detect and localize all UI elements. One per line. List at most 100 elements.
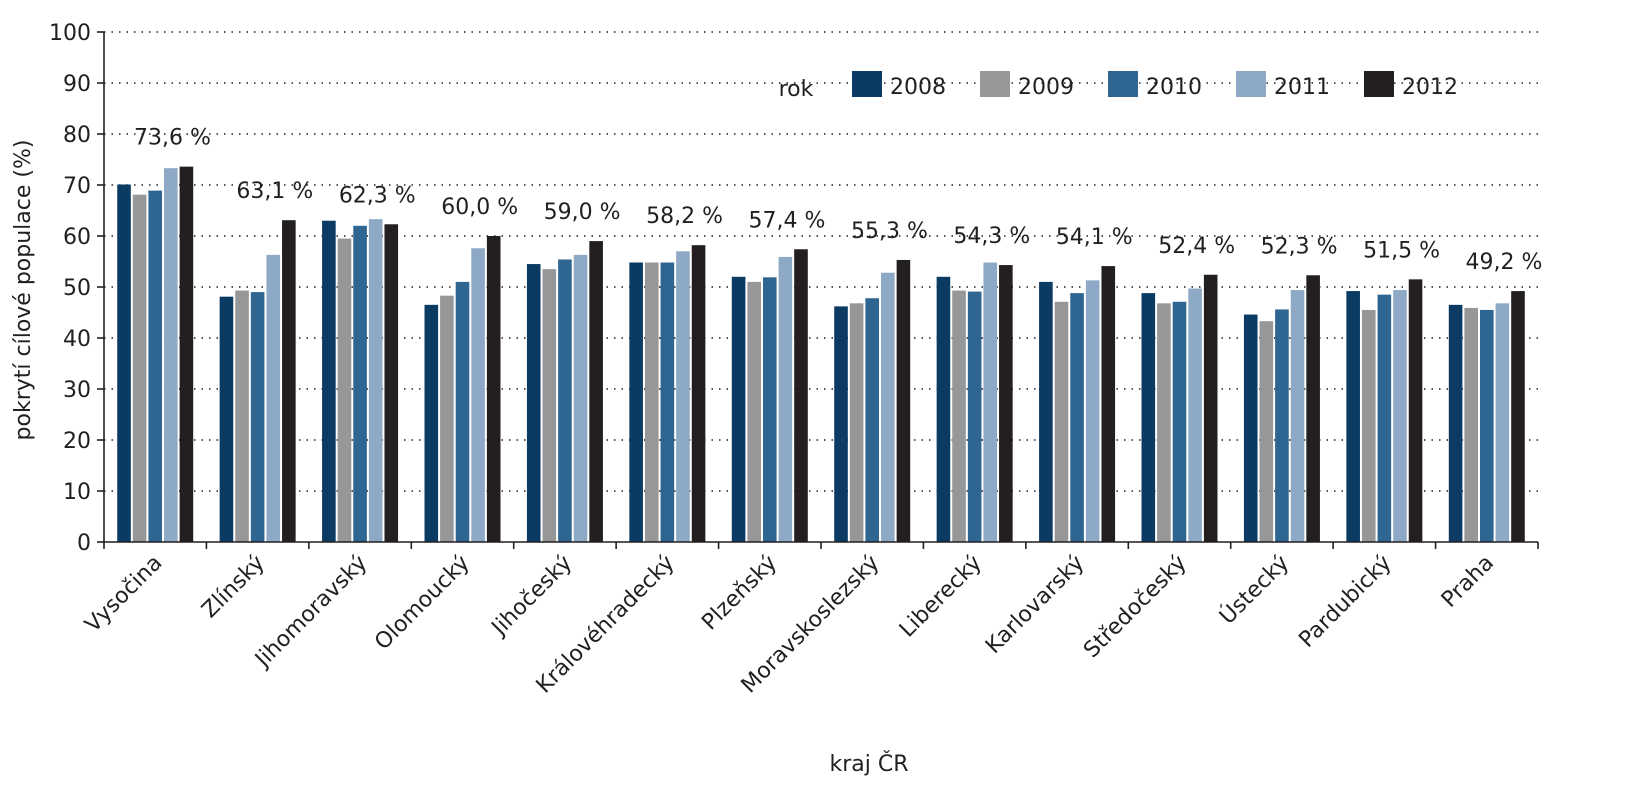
x-tick-label-vysocina: Vysočina — [80, 551, 167, 638]
x-tick-label-karlovarsky: Karlovarský — [981, 551, 1089, 659]
y-tick-label-90: 90 — [63, 72, 91, 97]
data-label-kralovehradecky: 58,2 % — [646, 204, 723, 229]
y-tick-label-50: 50 — [63, 276, 91, 301]
bar-moravskoslezsky-2011 — [881, 272, 895, 542]
bar-moravskoslezsky-2010 — [865, 298, 880, 542]
legend-item-2011: 2011 — [1236, 71, 1330, 100]
x-axis-title: kraj ČR — [829, 751, 908, 777]
bar-jihomoravsky-2008 — [322, 220, 336, 542]
bar-pardubicky-2008 — [1346, 291, 1360, 542]
bar-jihomoravsky-2009 — [337, 238, 352, 543]
x-tick-label-plzensky: Plzeňský — [697, 551, 782, 636]
y-tick-labels: 0 10 20 30 40 50 60 70 80 90 100 — [49, 21, 91, 556]
bar-zlinsky-2009 — [235, 290, 249, 542]
bar-kralovehradecky-2008 — [629, 262, 643, 542]
bar-vysocina-2011 — [164, 168, 178, 543]
bar-praha-2008 — [1448, 304, 1463, 542]
data-label-vysocina: 73,6 % — [134, 126, 211, 151]
bar-zlinsky-2011 — [266, 254, 281, 542]
x-tick-label-liberecky: Liberecký — [895, 551, 987, 643]
y-tick-label-10: 10 — [63, 480, 91, 505]
bar-karlovarsky-2009 — [1054, 301, 1069, 542]
data-label-pardubicky: 51,5 % — [1363, 238, 1440, 263]
bar-praha-2011 — [1495, 303, 1510, 542]
bar-kralovehradecky-2012 — [691, 245, 706, 542]
bar-liberecky-2011 — [983, 262, 998, 542]
bar-karlovarsky-2011 — [1085, 280, 1100, 542]
bar-zlinsky-2010 — [250, 292, 265, 542]
bar-ustecky-2012 — [1306, 275, 1320, 542]
data-label-karlovarsky: 54,1 % — [1056, 225, 1133, 250]
bar-stredocesky-2011 — [1188, 288, 1202, 542]
bars — [117, 166, 1525, 543]
bar-kralovehradecky-2009 — [644, 262, 659, 542]
y-tick-label-80: 80 — [63, 123, 91, 148]
bar-olomoucky-2011 — [471, 248, 485, 543]
bar-karlovarsky-2012 — [1101, 266, 1116, 542]
legend-label-2011: 2011 — [1274, 75, 1330, 100]
data-label-stredocesky: 52,4 % — [1158, 234, 1235, 259]
x-tick-label-stredocesky: Středočeský — [1079, 551, 1192, 664]
y-tick-label-60: 60 — [63, 225, 91, 250]
bar-moravskoslezsky-2009 — [849, 303, 864, 542]
data-label-liberecky: 54,3 % — [953, 224, 1030, 249]
bar-olomoucky-2008 — [424, 304, 439, 542]
bar-karlovarsky-2010 — [1070, 293, 1084, 542]
bar-jihomoravsky-2012 — [384, 224, 399, 542]
bar-karlovarsky-2008 — [1039, 281, 1053, 542]
x-tick-label-praha: Praha — [1437, 551, 1499, 613]
legend-item-2010: 2010 — [1108, 71, 1202, 100]
bar-ustecky-2010 — [1275, 309, 1289, 542]
data-label-plzensky: 57,4 % — [749, 208, 826, 233]
bar-ustecky-2011 — [1290, 290, 1305, 542]
bar-olomoucky-2009 — [440, 295, 454, 542]
y-axis-title: pokrytí cílové populace (%) — [11, 140, 36, 441]
bar-vysocina-2012 — [179, 166, 194, 542]
bar-moravskoslezsky-2008 — [834, 306, 848, 542]
data-label-ustecky: 52,3 % — [1261, 234, 1338, 259]
bar-jihocesky-2012 — [589, 241, 603, 542]
gridlines — [104, 31, 1538, 492]
bar-plzensky-2010 — [762, 277, 777, 542]
y-tick-label-100: 100 — [49, 21, 91, 46]
bar-praha-2012 — [1511, 291, 1525, 542]
data-label-zlinsky: 63,1 % — [236, 179, 313, 204]
bar-liberecky-2008 — [936, 276, 951, 542]
bar-pardubicky-2012 — [1408, 279, 1423, 542]
bar-jihocesky-2008 — [526, 264, 541, 542]
bar-kralovehradecky-2011 — [676, 251, 690, 543]
legend: rok 2008 2009 2010 2011 2012 — [779, 71, 1458, 102]
bar-liberecky-2012 — [999, 265, 1013, 542]
legend-label-2009: 2009 — [1018, 75, 1074, 100]
bar-ustecky-2008 — [1243, 314, 1258, 542]
y-tick-label-0: 0 — [77, 531, 91, 556]
bar-jihomoravsky-2010 — [353, 225, 367, 543]
x-tick-label-pardubicky: Pardubický — [1294, 551, 1396, 653]
bar-stredocesky-2010 — [1172, 301, 1187, 542]
legend-swatch-2010 — [1108, 71, 1138, 97]
bar-vysocina-2008 — [117, 184, 131, 543]
data-label-moravskoslezsky: 55,3 % — [851, 219, 928, 244]
x-tick-label-zlinsky: Zlínský — [197, 551, 270, 624]
bar-pardubicky-2009 — [1361, 309, 1376, 542]
legend-swatch-2012 — [1364, 71, 1394, 97]
bar-pardubicky-2011 — [1393, 290, 1407, 542]
data-label-olomoucky: 60,0 % — [441, 195, 518, 220]
bar-kralovehradecky-2010 — [660, 262, 675, 542]
legend-item-2009: 2009 — [980, 71, 1074, 100]
bar-pardubicky-2010 — [1377, 294, 1392, 542]
bar-vysocina-2009 — [132, 194, 147, 542]
bar-jihocesky-2009 — [542, 269, 557, 542]
legend-label-2010: 2010 — [1146, 75, 1202, 100]
bar-plzensky-2011 — [778, 256, 793, 542]
data-label-praha: 49,2 % — [1466, 250, 1543, 275]
data-labels: 73,6 % 63,1 % 62,3 % 60,0 % 59,0 % 58,2 % 57,4… — [134, 126, 1542, 275]
bar-olomoucky-2012 — [486, 236, 501, 542]
bar-vysocina-2010 — [148, 190, 163, 543]
bar-liberecky-2009 — [952, 290, 966, 542]
y-tick-label-70: 70 — [63, 174, 91, 199]
legend-swatch-2009 — [980, 71, 1010, 97]
bar-praha-2009 — [1464, 307, 1478, 542]
